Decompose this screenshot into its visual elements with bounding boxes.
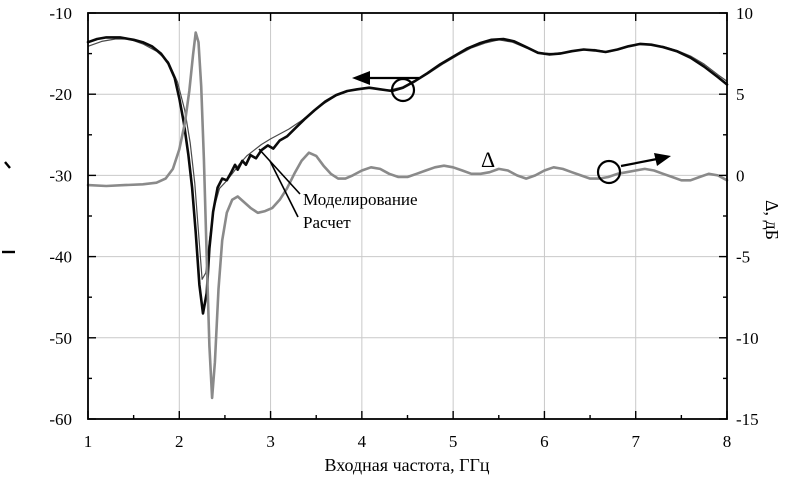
series-line-left bbox=[86, 36, 729, 315]
axis-ticks bbox=[87, 12, 728, 420]
right-axis-title: Δ, дБ bbox=[762, 200, 782, 240]
cropped-left-label-fragments bbox=[2, 161, 15, 254]
left-axis-pointer bbox=[352, 71, 419, 103]
right-tick-label: -15 bbox=[736, 410, 759, 429]
x-tick-label: 3 bbox=[266, 432, 275, 451]
right-axis-pointer bbox=[596, 153, 671, 185]
x-tick-label: 5 bbox=[449, 432, 458, 451]
x-tick-label: 2 bbox=[175, 432, 184, 451]
left-arrow-head-icon bbox=[352, 71, 370, 85]
right-axis-indicator-circle bbox=[596, 159, 622, 185]
leader-line-raschet bbox=[269, 160, 299, 218]
right-tick-label: 10 bbox=[736, 4, 753, 23]
x-tick-label: 4 bbox=[358, 432, 367, 451]
x-tick-label: 1 bbox=[84, 432, 93, 451]
right-tick-label: 5 bbox=[736, 85, 745, 104]
right-tick-label: -10 bbox=[736, 329, 759, 348]
x-tick-label: 7 bbox=[631, 432, 640, 451]
label-delta: Δ bbox=[481, 147, 495, 172]
right-arrow-shaft bbox=[620, 157, 658, 168]
left-label-fragment-mark bbox=[4, 161, 11, 169]
grid-lines bbox=[88, 13, 727, 419]
left-tick-label: -20 bbox=[49, 85, 72, 104]
left-tick-label: -30 bbox=[49, 166, 72, 185]
left-tick-label: -10 bbox=[49, 4, 72, 23]
left-tick-label: -50 bbox=[49, 329, 72, 348]
series-label-annotations: Моделирование Расчет Δ bbox=[258, 147, 495, 232]
leader-line-modelirovanie bbox=[258, 148, 301, 195]
x-tick-label: 6 bbox=[540, 432, 549, 451]
series-line-left bbox=[87, 38, 728, 280]
left-tick-label: -40 bbox=[49, 248, 72, 267]
right-axis-tick-labels: 10 5 0 -5 -10 -15 bbox=[736, 4, 759, 429]
right-arrow-head-icon bbox=[654, 153, 671, 166]
series-line-right bbox=[86, 31, 729, 400]
right-tick-label: 0 bbox=[736, 166, 745, 185]
label-raschet: Расчет bbox=[303, 213, 351, 232]
left-tick-label: -60 bbox=[49, 410, 72, 429]
plot-frame bbox=[87, 12, 728, 420]
series-lines bbox=[86, 31, 729, 400]
left-axis-indicator-circle bbox=[390, 77, 416, 103]
left-axis-tick-labels: -10 -20 -30 -40 -50 -60 bbox=[49, 4, 72, 429]
x-tick-label: 8 bbox=[723, 432, 732, 451]
x-tick-labels: 1 2 3 4 5 6 7 8 bbox=[84, 432, 732, 451]
x-axis-title: Входная частота, ГГц bbox=[324, 455, 489, 475]
right-tick-label: -5 bbox=[736, 248, 750, 267]
label-modelirovanie: Моделирование bbox=[303, 190, 418, 209]
